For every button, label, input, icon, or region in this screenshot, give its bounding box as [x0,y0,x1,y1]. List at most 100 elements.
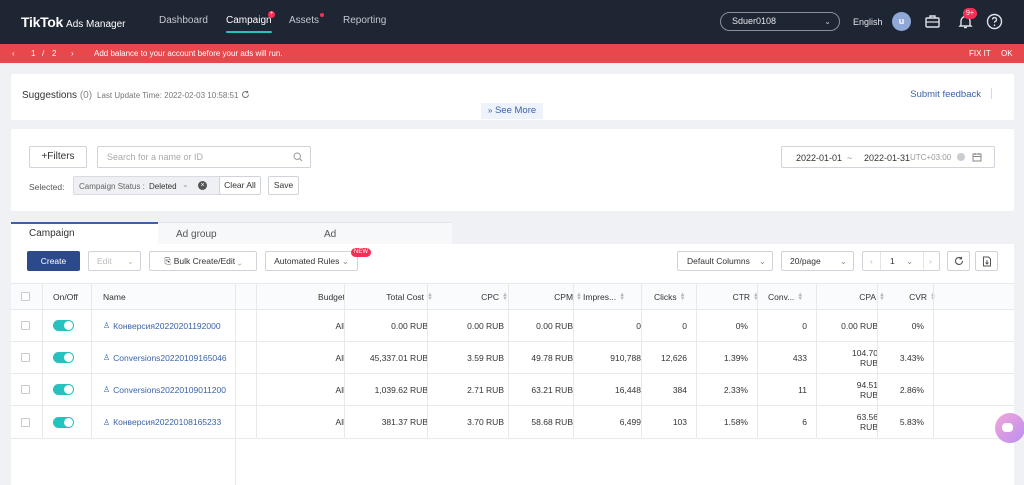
header-budget: Budget [318,291,345,302]
timezone: UTC+03:00 [910,153,952,162]
header-cpm[interactable]: CPM ▲ ▼ [511,284,582,309]
status-toggle[interactable] [53,320,74,331]
clear-all-button[interactable]: Clear All [219,176,261,195]
header-cpc[interactable]: CPC ▲ ▼ [436,284,508,309]
pagination: ‹ 1 ⌄ › [862,251,940,271]
next-alert-icon[interactable]: › [71,49,74,58]
status-toggle[interactable] [53,416,74,428]
automated-rules-label: Automated Rules [274,256,340,266]
total-cost-cell: 0.00 RUB [391,320,428,331]
search-icon [293,152,303,162]
campaign-name: Конверсия20220201192000 [113,320,221,331]
table-row[interactable]: ♙ Conversions20220109165046 All 45,337.01… [11,342,1014,374]
filters-button[interactable]: +Filters [29,146,87,168]
header-cvr[interactable]: CVR ▲▼ [881,284,936,309]
row-checkbox[interactable] [21,417,30,427]
header-onoff: On/Off [53,291,78,302]
active-tab-underline [226,31,272,33]
chevron-down-icon[interactable]: ⌄ [906,256,914,266]
header-cvr-label: CVR [909,291,928,302]
language-switch[interactable]: English [853,17,883,27]
chat-support-button[interactable] [995,413,1024,443]
nav-campaign[interactable]: Campaign [226,15,272,33]
row-checkbox[interactable] [21,385,30,394]
campaign-name-link[interactable]: ♙ Конверсия20220201192000 [103,321,221,331]
tab-campaign[interactable]: Campaign [11,222,158,244]
header-cpa[interactable]: CPA ▲ ▼ [825,284,885,309]
checkbox[interactable] [21,292,30,301]
assets-dot-icon [320,13,324,17]
header-total-cost[interactable]: Total Cost ▲ ▼ [351,284,433,309]
header-ctr[interactable]: CTR▲▼ [711,284,759,309]
save-filter-button[interactable]: Save [268,176,299,195]
create-button[interactable]: Create [27,251,80,271]
nav-assets[interactable]: Assets [289,15,320,26]
refresh-icon[interactable] [241,90,250,99]
status-toggle[interactable] [53,352,74,363]
close-icon[interactable]: × [198,181,207,190]
impressions-cell: 0 [636,320,641,331]
tab-ad[interactable]: Ad [306,222,452,244]
table-header: On/Off Name Budget Total Cost ▲ ▼ CPC ▲ ▼ CP… [11,283,1014,310]
header-clicks[interactable]: Clicks ▲ ▼ [654,284,714,309]
edit-dropdown[interactable]: Edit ⌄ [88,251,141,271]
help-icon[interactable] [986,13,1003,30]
filters-label: Filters [47,151,75,162]
campaign-name-link[interactable]: ♙ Conversions20220109011200 [103,385,226,395]
sort-icon: ▲▼ [879,291,885,302]
page-size-select[interactable]: 20/page ⌄ [781,251,854,271]
date-range-picker[interactable]: 2022-01-01 ~ 2022-01-31 UTC+03:00 [781,146,995,168]
status-toggle[interactable] [53,384,74,395]
search-input[interactable]: Search for a name or ID [97,146,311,168]
export-button[interactable] [975,251,998,271]
account-selector[interactable]: Sduer0108 ⌄ [720,12,840,31]
row-checkbox[interactable] [21,321,30,330]
bulk-create-edit-button[interactable]: ⎘ Bulk Create/Edit ⌄ [149,251,257,271]
info-icon [957,153,965,161]
divider [923,252,924,270]
suggestions-label: Suggestions [22,90,78,101]
header-clicks-label: Clicks [654,291,677,302]
avatar[interactable]: u [892,12,911,31]
campaign-name-link[interactable]: ♙ Conversions20220109165046 [103,353,227,363]
prev-alert-icon[interactable]: ‹ [12,49,15,58]
refresh-table-button[interactable] [947,251,970,271]
campaign-icon: ♙ [103,321,111,330]
nav-reporting[interactable]: Reporting [343,15,387,26]
header-conversions[interactable]: Conv... ▲ ▼ [768,284,824,309]
automated-rules-button[interactable]: Automated Rules ⌄ [265,251,358,271]
product-name: Ads Manager [66,19,126,30]
table-row[interactable]: ♙ Конверсия20220201192000 All 0.00 RUB 0.… [11,310,1014,342]
table-row[interactable]: ♙ Conversions20220109011200 All 1,039.62 … [11,374,1014,406]
tab-ad-group[interactable]: Ad group [158,222,306,244]
status-filter-tag[interactable]: Campaign Status : Deleted ⌄ × [73,176,222,195]
briefcase-icon[interactable] [924,13,941,30]
select-all-checkbox[interactable] [21,284,33,309]
row-checkbox[interactable] [21,353,30,362]
table-row[interactable]: ♙ Конверсия20220108165233 All 381.37 RUB … [11,406,1014,439]
header-name[interactable]: Name [103,291,126,302]
see-more-button[interactable]: » See More [481,103,543,119]
column-divider [344,283,345,439]
ok-link[interactable]: OK [1001,49,1013,58]
campaign-icon: ♙ [103,385,111,394]
download-file-icon [983,256,991,267]
alert-page-total: 2 [52,49,57,58]
current-page[interactable]: 1 [890,256,895,266]
fix-it-link[interactable]: FIX IT [969,49,991,58]
next-page-icon[interactable]: › [929,256,932,266]
suggestions-card: Suggestions (0) Last Update Time: 2022-0… [11,74,1014,120]
prev-page-icon[interactable]: ‹ [870,256,873,266]
sort-icon: ▲▼ [502,291,508,302]
nav-dashboard[interactable]: Dashboard [159,15,208,26]
tiktok-ads-logo[interactable]: TikTok Ads Manager [21,14,126,30]
chevron-down-icon: ⌄ [182,180,189,189]
account-name: Sduer0108 [732,16,777,26]
header-impressions[interactable]: Impres... ▲ ▼ [583,284,643,309]
submit-feedback-link[interactable]: Submit feedback [910,89,981,100]
tag-key: Campaign Status : [79,182,145,191]
default-columns-select[interactable]: Default Columns ⌄ [677,251,773,271]
cpm-cell: 58.68 RUB [531,417,573,427]
edit-label: Edit [97,256,112,266]
campaign-name-link[interactable]: ♙ Конверсия20220108165233 [103,417,221,427]
